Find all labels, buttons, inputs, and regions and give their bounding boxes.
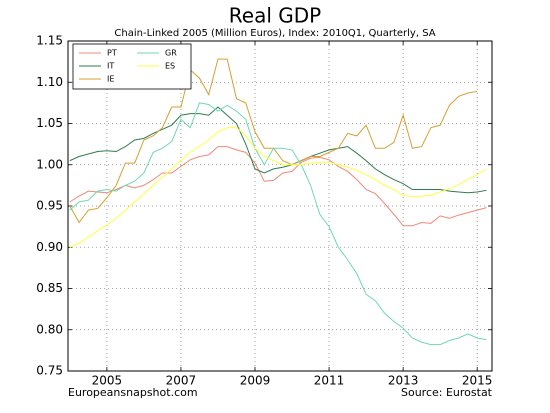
chart-title: Real GDP — [229, 4, 321, 28]
x-tick-label: 2013 — [388, 374, 419, 388]
y-tick-label: 0.85 — [36, 281, 63, 295]
series-line — [69, 146, 487, 227]
plot-frame — [67, 40, 493, 372]
series-line — [69, 102, 487, 346]
y-tick-label: 1.05 — [36, 116, 63, 130]
y-tick-label: 1.10 — [36, 75, 63, 89]
legend-label: ES — [165, 62, 175, 71]
footer-right: Source: Eurostat — [401, 386, 493, 399]
legend-label: PT — [107, 49, 117, 58]
x-tick-label: 2009 — [240, 374, 271, 388]
footer-left: Europeansnapshot.com — [68, 386, 198, 399]
y-tick-label: 0.90 — [36, 240, 63, 254]
y-tick-label: 0.95 — [36, 199, 63, 213]
legend-label: GR — [165, 49, 177, 58]
y-tick-label: 1.15 — [36, 34, 63, 48]
y-tick-label: 0.75 — [36, 364, 63, 378]
series-line — [69, 106, 487, 194]
y-tick-label: 1.00 — [36, 157, 63, 171]
y-tick-label: 0.80 — [36, 322, 63, 336]
x-tick-label: 2007 — [166, 374, 197, 388]
x-tick-label: 2011 — [314, 374, 345, 388]
legend-label: IT — [107, 62, 114, 71]
x-tick-label: 2015 — [462, 374, 493, 388]
legend-label: IE — [107, 75, 114, 84]
chart-subtitle: Chain-Linked 2005 (Million Euros), Index… — [114, 28, 435, 39]
series-line — [69, 127, 487, 248]
x-tick-label: 2005 — [92, 374, 123, 388]
